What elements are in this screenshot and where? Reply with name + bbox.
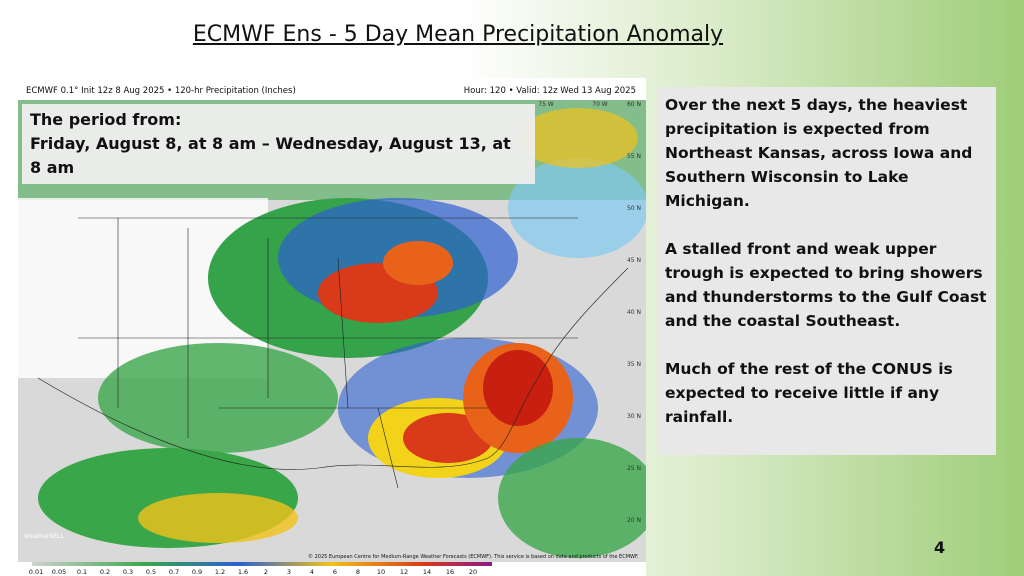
- colorbar-label: 10: [377, 568, 385, 576]
- map-header-left: ECMWF 0.1° Init 12z 8 Aug 2025 • 120-hr …: [26, 86, 296, 96]
- colorbar-label: 3: [287, 568, 291, 576]
- lon-label: 70 W: [592, 101, 608, 108]
- map-watermark: WeatherBELL: [24, 533, 65, 540]
- slide-title: ECMWF Ens - 5 Day Mean Precipitation Ano…: [192, 22, 724, 47]
- lat-label: 60 N: [627, 101, 641, 108]
- lat-label: 25 N: [627, 465, 641, 472]
- lat-label: 20 N: [627, 517, 641, 524]
- colorbar-label: 0.01: [29, 568, 43, 576]
- colorbar-label: 16: [446, 568, 454, 576]
- lat-label: 30 N: [627, 413, 641, 420]
- lat-label: 45 N: [627, 257, 641, 264]
- colorbar-label: 0.2: [100, 568, 110, 576]
- colorbar-label: 12: [400, 568, 408, 576]
- colorbar-label: 0.9: [192, 568, 202, 576]
- lat-label: 35 N: [627, 361, 641, 368]
- colorbar-label: 0.05: [52, 568, 66, 576]
- map-header-bar: [18, 78, 646, 100]
- lat-label: 55 N: [627, 153, 641, 160]
- colorbar-label: 0.3: [123, 568, 133, 576]
- lon-label: 75 W: [538, 101, 554, 108]
- colorbar-label: 14: [423, 568, 431, 576]
- page-number: 4: [934, 538, 946, 557]
- colorbar-label: 2: [264, 568, 268, 576]
- forecast-map: ECMWF 0.1° Init 12z 8 Aug 2025 • 120-hr …: [18, 78, 646, 576]
- period-box: The period from: Friday, August 8, at 8 …: [22, 104, 535, 184]
- colorbar-label: 0.5: [146, 568, 156, 576]
- lat-label: 50 N: [627, 205, 641, 212]
- map-credit: © 2025 European Centre for Medium-Range …: [308, 553, 639, 560]
- lat-label: 40 N: [627, 309, 641, 316]
- period-text: Friday, August 8, at 8 am – Wednesday, A…: [30, 134, 511, 177]
- colorbar-label: 0.1: [77, 568, 87, 576]
- precip-field: [18, 100, 646, 558]
- colorbar-label: 8: [356, 568, 360, 576]
- map-header-right: Hour: 120 • Valid: 12z Wed 13 Aug 2025: [464, 86, 636, 96]
- colorbar-label: 4: [310, 568, 314, 576]
- borders: [37, 217, 629, 489]
- period-heading: The period from:: [30, 110, 182, 129]
- colorbar: [18, 562, 646, 576]
- colorbar-label: 6: [333, 568, 337, 576]
- colorbar-label: 0.7: [169, 568, 179, 576]
- summary-box: Over the next 5 days, the heaviest preci…: [657, 87, 996, 455]
- colorbar-label: 20: [469, 568, 477, 576]
- summary-paragraph: A stalled front and weak upper trough is…: [665, 240, 987, 330]
- summary-paragraph: Over the next 5 days, the heaviest preci…: [665, 96, 973, 210]
- colorbar-label: 1.2: [215, 568, 225, 576]
- summary-paragraph: Much of the rest of the CONUS is expecte…: [665, 360, 953, 426]
- map-graphic: ECMWF 0.1° Init 12z 8 Aug 2025 • 120-hr …: [18, 78, 646, 576]
- colorbar-label: 1.6: [238, 568, 248, 576]
